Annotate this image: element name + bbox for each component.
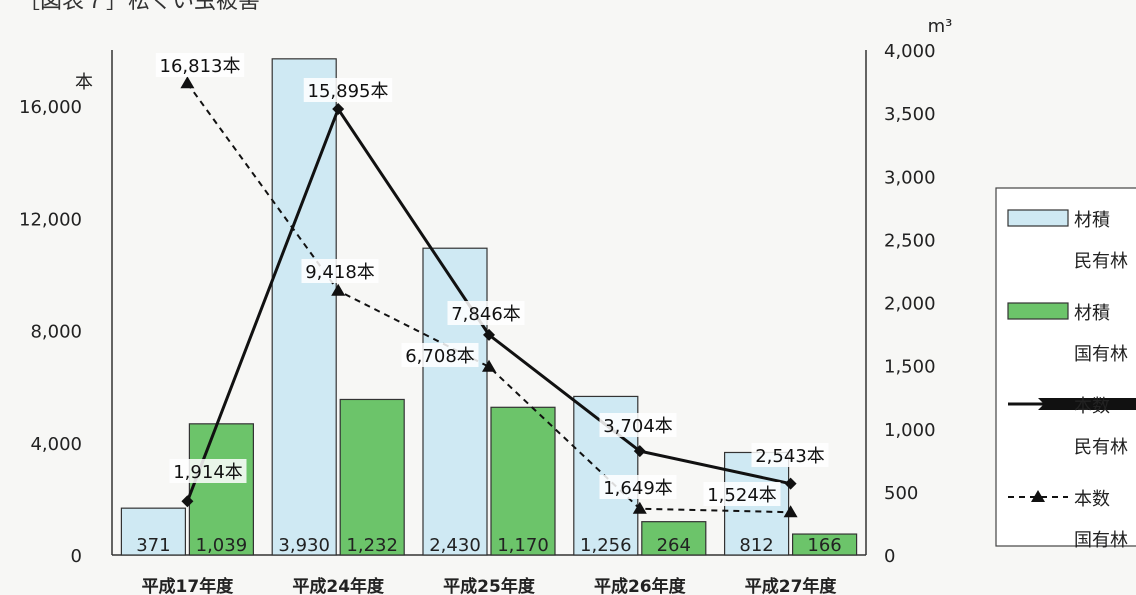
y-left-tick-label: 4,000 [30,434,82,455]
legend-swatch [1007,209,1069,227]
bar [188,423,254,556]
x-tick-label: 平成25年度 [443,576,536,595]
legend-sublabel: 民有林 [1074,437,1128,458]
legend-swatch [1007,302,1069,320]
line-labels: 1,914本 15,895本 7,846本 3,704本 2,543本 16,813本 9,… [155,53,829,506]
y-right-tick-label: 500 [884,483,918,504]
bar-data-label: 264 [657,535,691,556]
bar-data-label: 166 [807,535,841,556]
legend-frame [995,187,1136,547]
y-left-tick-label: 0 [71,546,82,567]
y-right-tick-label: 2,500 [884,230,936,251]
line-data-label: 1,914本 [173,462,243,483]
line-point [633,445,646,458]
line-point [180,76,195,89]
line-data-label: 1,649本 [603,478,673,499]
line-data-label: 9,418本 [305,262,375,283]
legend-label: 本数 [1074,396,1110,417]
legend-marker [1031,490,1045,502]
line-point [783,505,798,518]
line-data-label-bg [599,413,677,437]
series-line [186,82,791,514]
line-data-label: 7,846本 [451,304,521,325]
line-data-label-bg [401,343,479,367]
legend-label: 材積 [1074,303,1110,324]
line-point [483,328,495,341]
x-tick-label: 平成17年度 [142,576,235,595]
y-left-tick-label: 12,000 [19,209,82,230]
x-tick-label: 平成27年度 [745,576,838,595]
y-right-tick-label: 3,000 [884,167,936,188]
y-right-tick-label: 1,500 [884,357,936,378]
legend-sublabel: 国有林 [1074,530,1128,551]
bar [791,533,858,556]
y-right-tick-label: 4,000 [884,41,936,62]
line-data-label-bg [169,459,247,483]
line-data-label-bg [751,443,829,467]
line-point [482,359,496,372]
bar-data-label: 3,930 [278,535,330,556]
bar-data-label: 2,430 [429,535,481,556]
line-data-label: 15,895本 [308,81,389,102]
bar [120,507,187,556]
line-point [331,283,346,296]
line-point [181,495,194,508]
bar [490,406,556,556]
line-point [784,477,797,490]
line-point [332,103,345,116]
y-right-tick-label: 3,500 [884,104,936,125]
line-point [632,501,647,514]
line-data-label-bg [301,259,379,283]
bar-data-label: 1,256 [580,535,632,556]
bar-labels: 371 3,930 2,430 1,256 812 1,039 1,232 1,170 264 1… [136,535,842,556]
y-left-unit: 本 [75,72,93,93]
bar-data-label: 1,039 [196,535,248,556]
x-tick-label: 平成26年度 [594,576,687,595]
bar-data-label: 371 [136,535,170,556]
line-data-label: 6,708本 [405,346,475,367]
line-data-label: 2,543本 [755,446,825,467]
y-right-tick-label: 2,000 [884,294,936,315]
legend-label: 本数 [1074,489,1110,510]
bar-data-label: 1,170 [497,535,549,556]
legend-label: 材積 [1074,210,1110,231]
lines [180,76,798,518]
legend-sublabel: 民有林 [1074,251,1128,272]
line-data-label: 3,704本 [603,416,673,437]
x-tick-label: 平成24年度 [292,576,385,595]
line-data-label-bg [447,301,525,325]
bar [422,247,488,556]
line-data-label-bg [155,53,245,77]
y-right-unit: m³ [928,16,953,37]
y-left-tick-label: 8,000 [30,322,82,343]
line-data-label: 1,524本 [707,485,777,506]
axes: 0 4,000 8,000 12,000 16,000 本 0 500 1,000 1,500 2,… [19,16,952,595]
y-left-tick-label: 16,000 [19,97,82,118]
bar [641,521,707,556]
line-data-label: 16,813本 [160,56,241,77]
line-data-label-bg [599,475,677,499]
bar [271,58,337,556]
y-right-tick-label: 1,000 [884,420,936,441]
bar-data-label: 1,232 [346,535,398,556]
legend-sublabel: 国有林 [1074,344,1128,365]
chart-title: ［図表７］松くい虫被害 [18,0,260,14]
bar [339,398,405,556]
y-right-tick-label: 0 [884,546,895,567]
bar-data-label: 812 [739,535,773,556]
line-data-label-bg [303,78,393,102]
legend-marker [1038,398,1136,410]
line-data-label-bg [703,482,781,506]
